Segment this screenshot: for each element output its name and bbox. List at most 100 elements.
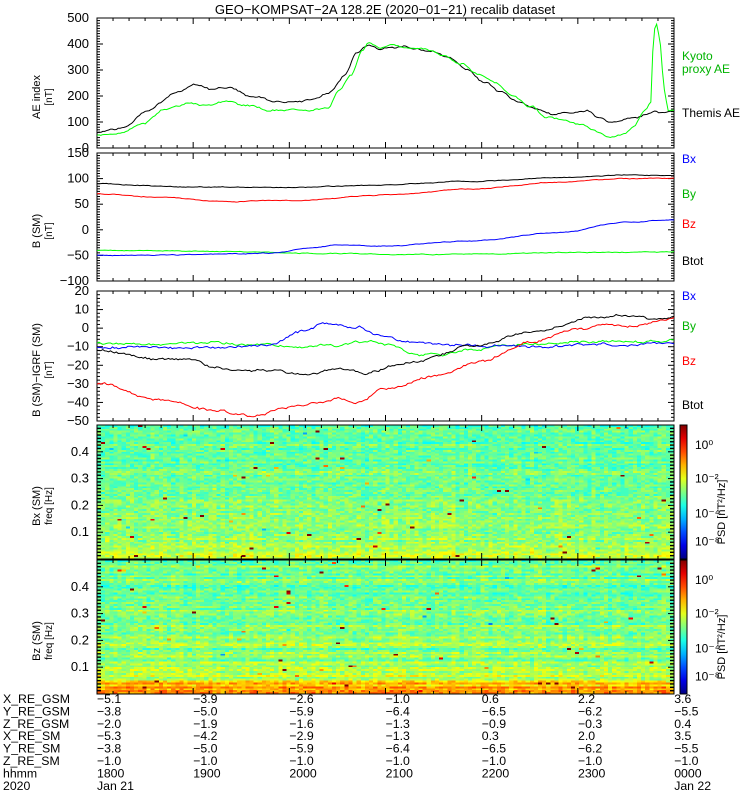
svg-text:Bz: Bz (682, 217, 696, 231)
svg-text:−2.9: −2.9 (289, 729, 313, 743)
svg-text:0: 0 (82, 320, 89, 335)
svg-text:400: 400 (67, 36, 89, 51)
svg-text:−5.0: −5.0 (193, 704, 217, 718)
svg-text:0.3: 0.3 (71, 606, 89, 621)
svg-text:−1.0: −1.0 (97, 754, 121, 768)
svg-text:1900: 1900 (193, 766, 221, 780)
svg-text:PSD [nT²/Hz]: PSD [nT²/Hz] (716, 480, 728, 545)
svg-text:By: By (682, 319, 696, 333)
svg-text:GEO−KOMPSAT−2A 128.2E (2020−01: GEO−KOMPSAT−2A 128.2E (2020−01−21) recal… (215, 2, 556, 17)
svg-text:−0.9: −0.9 (482, 717, 506, 731)
svg-text:1800: 1800 (97, 766, 125, 780)
svg-text:10⁰: 10⁰ (695, 438, 713, 452)
svg-text:10: 10 (75, 302, 89, 317)
svg-text:−6.2: −6.2 (578, 742, 602, 756)
svg-text:[nT]: [nT] (44, 361, 55, 378)
svg-text:10⁻⁸: 10⁻⁸ (695, 535, 720, 549)
svg-text:−1.0: −1.0 (386, 754, 410, 768)
svg-text:[nT]: [nT] (44, 222, 55, 239)
svg-text:2200: 2200 (482, 766, 510, 780)
svg-text:−5.9: −5.9 (289, 742, 313, 756)
svg-text:2020: 2020 (3, 779, 31, 793)
svg-text:−1.0: −1.0 (289, 754, 313, 768)
svg-text:−6.2: −6.2 (578, 704, 602, 718)
svg-text:0.6: 0.6 (482, 692, 499, 706)
svg-text:3.5: 3.5 (674, 729, 691, 743)
svg-text:Jan 22: Jan 22 (674, 779, 711, 793)
svg-text:0.2: 0.2 (71, 497, 89, 512)
svg-text:−0.3: −0.3 (578, 717, 602, 731)
svg-text:0.1: 0.1 (71, 524, 89, 539)
svg-text:−3.9: −3.9 (193, 692, 217, 706)
svg-text:−5.0: −5.0 (193, 742, 217, 756)
svg-text:−1.0: −1.0 (386, 692, 410, 706)
svg-text:Bx: Bx (682, 289, 696, 303)
svg-text:−2.6: −2.6 (289, 692, 313, 706)
svg-text:0: 0 (82, 140, 89, 155)
svg-text:2.0: 2.0 (578, 729, 595, 743)
svg-text:−3.8: −3.8 (97, 742, 121, 756)
svg-text:X_RE_SM: X_RE_SM (3, 729, 60, 743)
svg-text:2100: 2100 (386, 766, 414, 780)
svg-text:−2.0: −2.0 (97, 717, 121, 731)
svg-text:−6.4: −6.4 (386, 704, 410, 718)
svg-text:−50: −50 (67, 413, 89, 428)
svg-text:Z_RE_SM: Z_RE_SM (3, 754, 60, 768)
svg-text:By: By (682, 187, 696, 201)
svg-text:−1.6: −1.6 (289, 717, 313, 731)
svg-text:−5.3: −5.3 (97, 729, 121, 743)
svg-text:−1.0: −1.0 (193, 754, 217, 768)
svg-text:Y_RE_GSM: Y_RE_GSM (3, 704, 70, 718)
svg-text:10⁰: 10⁰ (695, 573, 713, 587)
svg-text:10⁻⁴: 10⁻⁴ (695, 641, 720, 655)
svg-text:−30: −30 (67, 376, 89, 391)
svg-text:−6.4: −6.4 (386, 742, 410, 756)
svg-text:Kyoto: Kyoto (682, 49, 713, 63)
svg-text:Bx: Bx (682, 152, 696, 166)
svg-text:−5.5: −5.5 (674, 742, 698, 756)
svg-text:0.4: 0.4 (674, 717, 691, 731)
svg-text:B (SM): B (SM) (31, 214, 43, 248)
svg-text:100: 100 (67, 114, 89, 129)
svg-text:0.2: 0.2 (71, 632, 89, 647)
svg-text:10⁻⁸: 10⁻⁸ (695, 670, 720, 684)
svg-text:−3.8: −3.8 (97, 704, 121, 718)
svg-text:−6.5: −6.5 (482, 704, 506, 718)
svg-text:100: 100 (67, 171, 89, 186)
svg-text:−1.0: −1.0 (482, 754, 506, 768)
svg-text:−4.2: −4.2 (193, 729, 217, 743)
svg-text:10⁻⁴: 10⁻⁴ (695, 506, 720, 520)
svg-text:−50: −50 (67, 247, 89, 262)
svg-text:10⁻²: 10⁻² (695, 472, 719, 486)
svg-text:−10: −10 (67, 339, 89, 354)
svg-text:AE index: AE index (31, 74, 43, 119)
svg-text:−5.9: −5.9 (289, 704, 313, 718)
svg-text:Themis AE: Themis AE (682, 106, 740, 120)
svg-text:300: 300 (67, 62, 89, 77)
svg-text:Bx (SM): Bx (SM) (31, 486, 43, 526)
svg-text:freq [Hz]: freq [Hz] (44, 622, 55, 660)
svg-text:0000: 0000 (674, 766, 702, 780)
svg-text:10⁻²: 10⁻² (695, 607, 719, 621)
svg-text:−40: −40 (67, 394, 89, 409)
svg-text:−1.0: −1.0 (674, 754, 698, 768)
svg-text:0.4: 0.4 (71, 444, 89, 459)
svg-text:2.2: 2.2 (578, 692, 595, 706)
svg-text:−6.5: −6.5 (482, 742, 506, 756)
svg-text:50: 50 (75, 196, 89, 211)
svg-text:−100: −100 (60, 273, 89, 288)
svg-text:0.4: 0.4 (71, 579, 89, 594)
svg-text:−5.5: −5.5 (674, 704, 698, 718)
svg-text:Bz: Bz (682, 354, 696, 368)
svg-text:2000: 2000 (289, 766, 317, 780)
svg-text:X_RE_GSM: X_RE_GSM (3, 692, 70, 706)
svg-text:3.6: 3.6 (674, 692, 691, 706)
svg-text:500: 500 (67, 10, 89, 25)
svg-text:Btot: Btot (682, 398, 704, 412)
svg-text:2300: 2300 (578, 766, 606, 780)
svg-text:0.3: 0.3 (71, 471, 89, 486)
svg-text:−1.3: −1.3 (386, 717, 410, 731)
svg-text:Z_RE_GSM: Z_RE_GSM (3, 717, 69, 731)
svg-text:freq [Hz]: freq [Hz] (44, 487, 55, 525)
svg-text:proxy AE: proxy AE (682, 62, 730, 76)
